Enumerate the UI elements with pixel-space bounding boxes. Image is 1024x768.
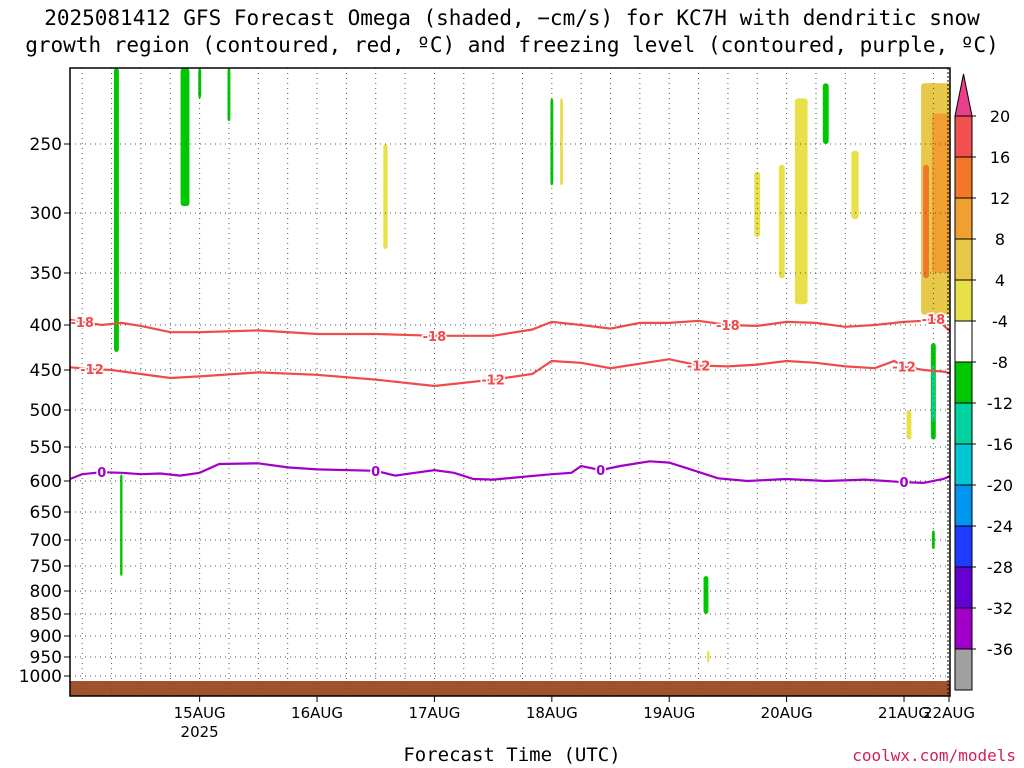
omega-region-10 [754, 171, 761, 237]
x-tick-label-0: 15AUG [174, 704, 226, 722]
x-tick-label-1: 16AUG [291, 704, 343, 722]
x-tick-label-2: 17AUG [408, 704, 460, 722]
colorbar-bin-11 [954, 525, 973, 568]
colorbar-label-11: -28 [987, 558, 1013, 577]
omega-region-11 [778, 164, 785, 279]
contour-label-2-3: 0 [899, 476, 908, 491]
colorbar-bin-5 [954, 279, 973, 322]
omega-region-4 [227, 68, 231, 122]
colorbar-label-3: 8 [995, 230, 1005, 249]
colorbar-label-12: -32 [987, 599, 1013, 618]
colorbar-label-8: -16 [987, 435, 1013, 454]
colorbar-bin-9 [954, 443, 973, 486]
colorbar-label-13: -36 [987, 640, 1013, 659]
colorbar-label-5: -4 [992, 312, 1008, 331]
y-tick-label-12: 850 [30, 605, 62, 625]
contour-line-1 [70, 358, 950, 388]
y-tick-label-9: 700 [30, 531, 62, 551]
omega-region-15 [906, 410, 912, 440]
chart-title-line-1: 2025081412 GFS Forecast Omega (shaded, −… [44, 6, 980, 30]
y-tick-label-15: 1000 [19, 667, 62, 687]
x-tick-sublabel-0: 2025 [181, 723, 219, 741]
y-tick-label-3: 400 [30, 316, 62, 336]
contour-label-1-0: -12 [80, 363, 104, 378]
colorbar-bin-3 [954, 197, 973, 240]
x-tick-label-5: 20AUG [761, 704, 813, 722]
y-tick-label-13: 900 [30, 627, 62, 647]
contour-label-2-2: 0 [596, 464, 605, 479]
x-tick-label-7: 22AUG [923, 704, 975, 722]
y-tick-label-8: 650 [30, 503, 62, 523]
omega-region-1 [120, 474, 123, 576]
contour-label-1-2: -12 [687, 360, 711, 375]
omega-region-17 [931, 113, 950, 273]
y-tick-label-1: 300 [30, 204, 62, 224]
y-tick-label-10: 750 [30, 557, 62, 577]
chart-title-line-2: growth region (contoured, red, ºC) and f… [25, 33, 999, 57]
colorbar-label-1: 16 [990, 148, 1010, 167]
colorbar-label-7: -12 [987, 394, 1013, 413]
plot-frame [69, 67, 951, 697]
colorbar-bin-7 [954, 361, 973, 404]
colorbar-label-4: 4 [995, 271, 1005, 290]
colorbar-bin-13 [954, 607, 973, 650]
colorbar-bin-14 [954, 648, 973, 691]
colorbar-bin-12 [954, 566, 973, 609]
y-tick-label-5: 500 [30, 401, 62, 421]
y-tick-label-4: 450 [30, 361, 62, 381]
omega-region-6 [550, 98, 554, 186]
contour-label-1-3: -12 [892, 360, 916, 375]
plot-area: -18 -18 -18 -18 -12 -12 -12 -12 0 0 0 0 [70, 68, 987, 696]
contour-label-0-0: -18 [70, 316, 94, 331]
omega-region-22 [931, 530, 935, 550]
surface-terrain-band [70, 681, 950, 696]
contour-line-2 [70, 460, 950, 485]
colorbar-bin-2 [954, 156, 973, 199]
x-tick-label-3: 18AUG [526, 704, 578, 722]
omega-region-5 [383, 144, 388, 249]
contour-label-0-1: -18 [423, 330, 447, 345]
y-tick-label-2: 350 [30, 264, 62, 284]
x-tick-label-6: 21AUG [878, 704, 930, 722]
colorbar-bin-10 [954, 484, 973, 527]
contour-label-2-0: 0 [97, 466, 106, 481]
y-tick-label-14: 950 [30, 648, 62, 668]
colorbar-bin-4 [954, 238, 973, 281]
y-tick-label-6: 550 [30, 438, 62, 458]
omega-region-0 [114, 68, 119, 352]
colorbar-max-arrow [954, 73, 973, 117]
contour-line-0 [70, 317, 950, 337]
omega-region-14 [851, 150, 859, 219]
contour-label-0-3: -18 [922, 313, 946, 328]
colorbar-label-2: 12 [990, 189, 1010, 208]
omega-region-24 [977, 83, 987, 314]
omega-region-2 [180, 68, 190, 207]
omega-region-9 [707, 650, 710, 663]
colorbar-bin-1 [954, 115, 973, 158]
credit-link[interactable]: coolwx.com/models [852, 746, 1016, 765]
colorbar-label-0: 20 [990, 107, 1010, 126]
contour-label-0-2: -18 [716, 319, 740, 334]
colorbar-label-9: -20 [987, 476, 1013, 495]
colorbar-label-6: -8 [992, 353, 1008, 372]
x-axis-label: Forecast Time (UTC) [403, 744, 621, 766]
omega-region-13 [822, 83, 829, 144]
y-tick-label-11: 800 [30, 582, 62, 602]
x-tick-label-4: 19AUG [643, 704, 695, 722]
omega-region-8 [703, 576, 709, 614]
omega-region-12 [794, 98, 808, 305]
omega-region-19 [951, 172, 955, 225]
omega-region-18 [923, 164, 929, 279]
y-tick-label-0: 250 [30, 135, 62, 155]
colorbar-bin-6 [954, 320, 973, 363]
contour-label-2-1: 0 [371, 465, 380, 480]
contour-label-1-1: -12 [481, 374, 505, 389]
colorbar-label-10: -24 [987, 517, 1013, 536]
colorbar-bin-8 [954, 402, 973, 445]
omega-region-7 [560, 98, 563, 186]
y-tick-label-7: 600 [30, 472, 62, 492]
